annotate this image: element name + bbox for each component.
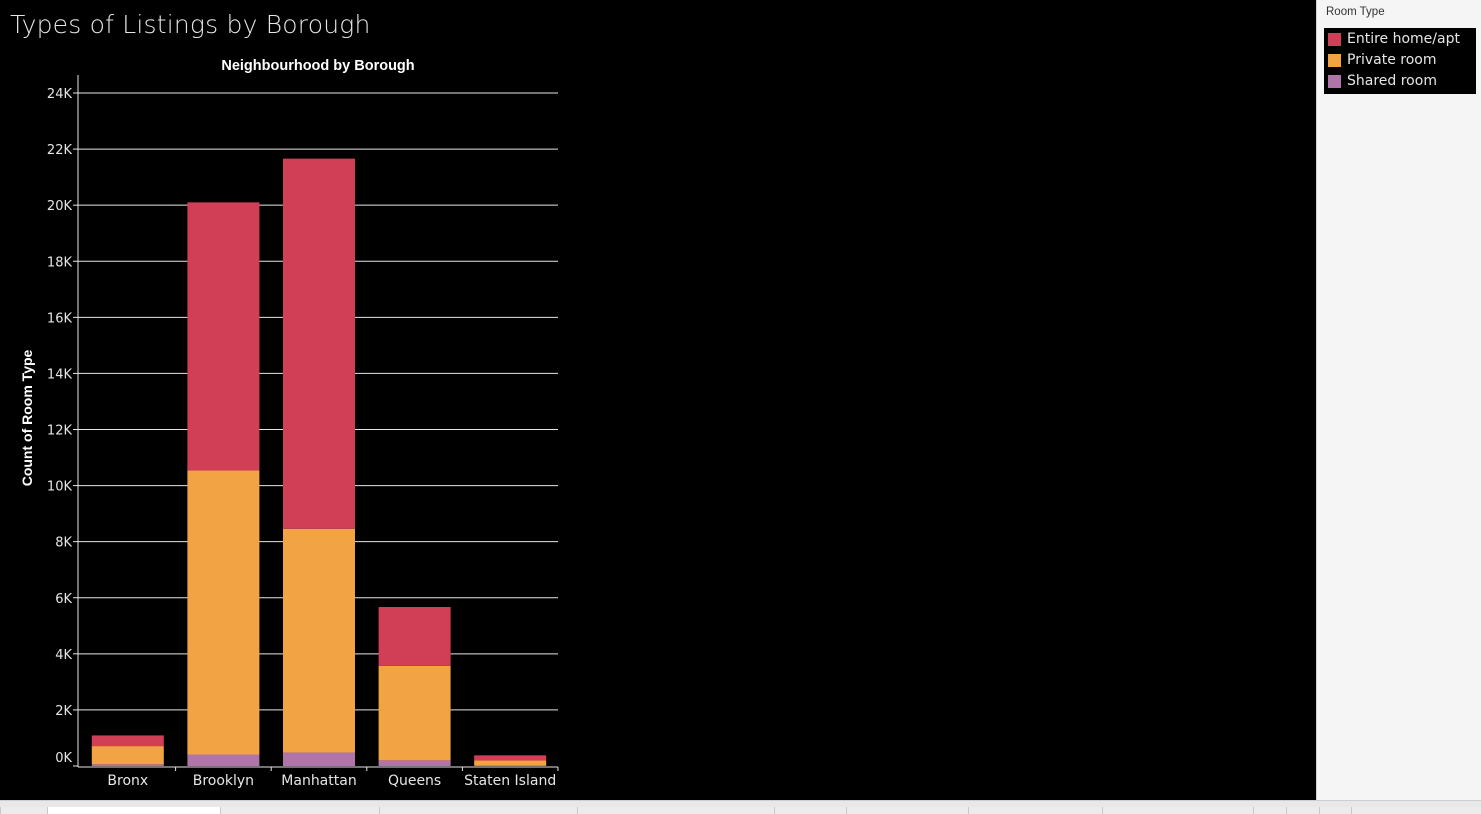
y-tick-labels: 0K 2K 4K 6K 8K 10K 12K 14K 16K 18K 20K 22K 24K: [47, 87, 78, 766]
chart-area: Types of Listings by Borough Neighbourho…: [0, 0, 1316, 800]
bar-segment-manhattan-shared-room[interactable]: [283, 753, 355, 766]
sheet-tab-strip: [0, 800, 1481, 813]
bar-segment-queens-shared-room[interactable]: [379, 760, 451, 766]
bar-segment-brooklyn-entire-home-apt[interactable]: [187, 202, 259, 470]
bar-segment-brooklyn-shared-room[interactable]: [187, 755, 259, 766]
stacked-bar-chart: Neighbourhood by Borough Count of Room T…: [0, 0, 1316, 800]
legend-swatch-entire-home: [1328, 33, 1341, 46]
bar-segment-queens-entire-home-apt[interactable]: [379, 607, 451, 666]
x-tick-label: Staten Island: [464, 773, 556, 789]
y-tick-label: 24K: [47, 87, 73, 102]
bar-segment-bronx-entire-home-apt[interactable]: [92, 735, 164, 746]
legend-item-private-room[interactable]: Private room: [1328, 50, 1476, 70]
legend-label: Shared room: [1347, 73, 1437, 89]
x-tick-label: Bronx: [107, 773, 148, 789]
legend-box: Entire home/apt Private room Shared room: [1324, 28, 1476, 94]
x-tick-label: Manhattan: [281, 773, 356, 789]
y-tick-label: 8K: [55, 536, 72, 551]
x-tick-labels: Bronx Brooklyn Manhattan Queens Staten Islan…: [107, 767, 558, 789]
bar-segment-manhattan-entire-home-apt[interactable]: [283, 159, 355, 529]
x-tick-label: Queens: [388, 773, 441, 789]
legend-panel: Room Type Entire home/apt Private room S…: [1316, 0, 1481, 800]
legend-item-shared-room[interactable]: Shared room: [1328, 71, 1476, 91]
bar-segment-staten-island-private-room[interactable]: [474, 760, 546, 765]
y-tick-label: 20K: [47, 199, 73, 214]
y-tick-label: 18K: [47, 255, 73, 270]
legend-label: Private room: [1347, 52, 1436, 68]
y-tick-label: 22K: [47, 143, 73, 158]
bar-segment-manhattan-private-room[interactable]: [283, 529, 355, 753]
legend-swatch-private-room: [1328, 54, 1341, 67]
bar-segment-staten-island-entire-home-apt[interactable]: [474, 755, 546, 760]
legend-item-entire-home[interactable]: Entire home/apt: [1328, 29, 1476, 49]
legend-title: Room Type: [1326, 6, 1385, 18]
bar-segment-bronx-private-room[interactable]: [92, 746, 164, 764]
bar-segment-queens-private-room[interactable]: [379, 666, 451, 761]
legend-swatch-shared-room: [1328, 75, 1341, 88]
legend-label: Entire home/apt: [1347, 31, 1460, 47]
y-tick-label: 10K: [47, 480, 73, 495]
chart-title: Neighbourhood by Borough: [221, 58, 414, 74]
y-tick-label: 16K: [47, 311, 73, 326]
y-tick-label: 4K: [55, 648, 72, 663]
bar-segment-brooklyn-private-room[interactable]: [187, 470, 259, 754]
y-tick-label: 14K: [47, 367, 73, 382]
y-tick-label: 0K: [55, 751, 72, 766]
y-axis-label: Count of Room Type: [19, 349, 35, 486]
y-tick-label: 6K: [55, 592, 72, 607]
y-tick-label: 12K: [47, 424, 73, 439]
x-tick-label: Brooklyn: [193, 773, 254, 789]
bar-segment-bronx-shared-room[interactable]: [92, 764, 164, 766]
y-tick-label: 2K: [55, 704, 72, 719]
bars: [92, 159, 546, 766]
